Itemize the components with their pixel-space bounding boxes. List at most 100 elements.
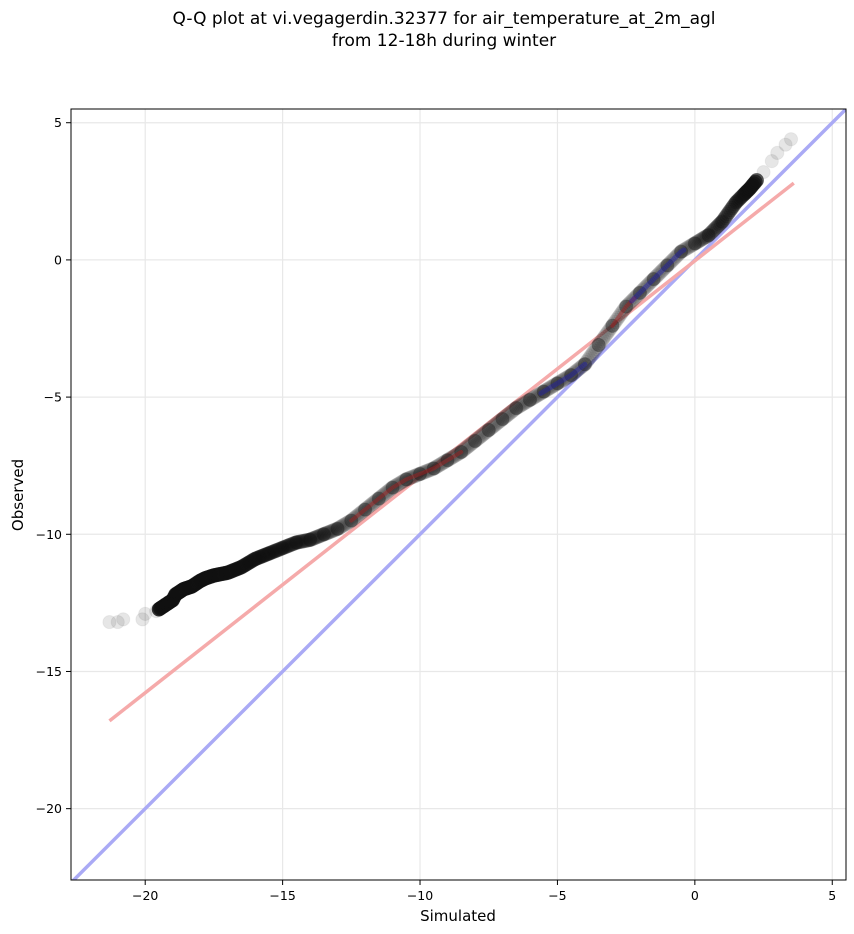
- fit-overlay-blue: [629, 247, 687, 304]
- quantile-point-dense: [443, 451, 458, 466]
- quantile-point-dense: [561, 369, 576, 384]
- quantile-point-dense: [711, 218, 726, 233]
- quantile-point-dense: [602, 322, 617, 337]
- quantile-point-dense: [419, 463, 435, 479]
- quantile-point-dense: [466, 434, 481, 450]
- y-tick-label: −10: [36, 527, 62, 542]
- quantile-point-dense: [324, 523, 340, 539]
- quantile-point: [509, 400, 524, 416]
- quantile-point-dense: [621, 296, 637, 312]
- quantile-point-dense: [749, 173, 764, 188]
- quantile-point-dense: [693, 232, 708, 248]
- axis-ticks: −20 −15 −10 −5 0 5 −20 −15 −10 −5 0 5: [36, 115, 837, 903]
- quantile-point-dense: [535, 385, 550, 400]
- quantile-point-dense: [459, 440, 474, 455]
- quantile-point-dense: [489, 416, 505, 431]
- quantile-point-dense: [565, 366, 580, 382]
- quantile-point: [110, 614, 125, 630]
- quantile-point-dense: [289, 535, 304, 550]
- quantile-point-dense: [533, 386, 549, 401]
- quantile-point-dense: [247, 551, 263, 567]
- quantile-point-dense: [447, 448, 462, 464]
- quantile-point-dense: [426, 461, 441, 476]
- quantile-point-dense: [601, 324, 616, 339]
- quantile-point-dense: [680, 240, 696, 255]
- quantile-point: [138, 606, 153, 621]
- quantile-point-dense: [304, 532, 319, 547]
- quantile-point: [536, 384, 551, 399]
- quantile-point-dense: [458, 441, 473, 456]
- quantile-point-dense: [414, 466, 429, 481]
- quantile-point-dense: [607, 314, 623, 330]
- quantile-point-dense: [628, 289, 643, 305]
- identity-line: [71, 109, 846, 880]
- quantile-point-dense: [331, 520, 347, 536]
- quantile-point-dense: [532, 386, 547, 402]
- quantile-point-dense: [643, 274, 659, 290]
- quantile-point-dense: [407, 468, 422, 484]
- quantile-point-dense: [481, 422, 496, 438]
- x-axis-label: Simulated: [420, 907, 496, 925]
- quantile-point-dense: [404, 470, 419, 485]
- quantile-point-dense: [250, 550, 266, 566]
- quantile-point-dense: [682, 239, 697, 254]
- quantile-point: [778, 137, 793, 152]
- quantile-point-dense: [445, 449, 461, 465]
- quantile-point-dense: [359, 501, 374, 516]
- quantile-point-dense: [664, 254, 679, 269]
- quantile-point-dense: [671, 247, 686, 262]
- quantile-point-dense: [576, 358, 591, 373]
- quantile-point-dense: [392, 476, 407, 491]
- quantile-point-dense: [456, 442, 472, 457]
- quantile-point-dense: [672, 245, 687, 261]
- quantile-point-dense: [434, 456, 450, 471]
- x-tick-label: −10: [407, 888, 433, 903]
- quantile-point-dense: [709, 219, 725, 235]
- quantile-point-dense: [708, 221, 723, 236]
- quantile-point-dense: [495, 411, 510, 427]
- quantile-point-dense: [473, 429, 488, 444]
- quantile-point-dense: [651, 266, 667, 281]
- quantile-point-dense: [546, 378, 561, 394]
- quantile-point-dense: [569, 363, 584, 378]
- quantile-point: [261, 546, 276, 561]
- quantile-point-dense: [436, 455, 451, 470]
- quantile-point-dense: [640, 277, 656, 292]
- quantile-point-dense: [510, 400, 525, 415]
- quantile-point-dense: [558, 371, 573, 386]
- quantile-point-dense: [544, 379, 560, 394]
- quantile-point-dense: [701, 228, 716, 243]
- quantile-point-dense: [548, 377, 564, 392]
- quantile-point-dense: [712, 217, 727, 232]
- quantile-point-dense: [595, 332, 610, 347]
- quantile-point-dense: [356, 503, 371, 518]
- quantile-point-dense: [308, 530, 323, 545]
- fit-overlay-blue: [538, 361, 588, 396]
- quantile-point-dense: [668, 249, 683, 265]
- quantile-point-dense: [612, 308, 627, 324]
- quantile-point: [316, 527, 331, 542]
- quantile-point-dense: [634, 284, 649, 299]
- quantile-point-dense: [374, 489, 389, 504]
- quantile-point: [715, 214, 730, 229]
- quantile-point-dense: [245, 553, 260, 568]
- quantile-point-dense: [594, 333, 609, 349]
- quantile-point-dense: [498, 409, 513, 425]
- quantile-point-dense: [509, 400, 524, 416]
- quantile-point: [330, 521, 345, 536]
- quantile-point-dense: [727, 197, 742, 212]
- quantile-point-dense: [272, 541, 288, 557]
- quantile-point-dense: [279, 539, 294, 554]
- quantile-point-dense: [635, 282, 650, 298]
- quantile-point-dense: [335, 518, 351, 533]
- quantile-point-dense: [276, 540, 292, 555]
- quantile-point-dense: [258, 547, 274, 562]
- quantile-point-dense: [297, 533, 312, 549]
- quantile-point-dense: [493, 412, 509, 428]
- quantile-point-dense: [687, 236, 703, 251]
- quantile-point-dense: [563, 367, 579, 383]
- quantile-point-dense: [242, 555, 257, 570]
- quantile-point-dense: [552, 374, 568, 389]
- quantile-point-dense: [713, 215, 729, 231]
